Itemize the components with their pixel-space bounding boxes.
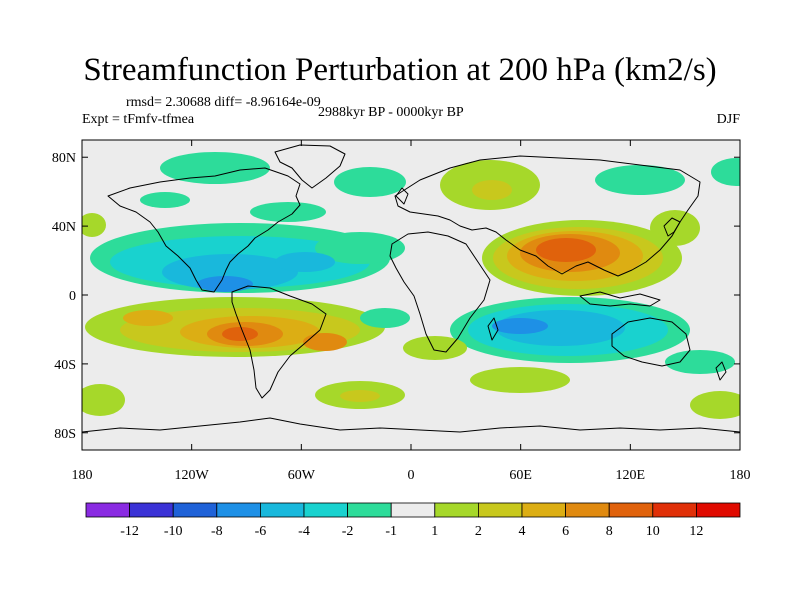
colorbar-label-13: 12	[689, 524, 703, 539]
contour-arctic-green-3	[595, 165, 685, 195]
colorbar-label-1: -10	[164, 524, 183, 539]
contour-satl-neg	[360, 308, 410, 328]
coast-antarctica	[82, 417, 740, 433]
experiment-label: Expt = tFmfv-tfmea	[82, 112, 195, 127]
colorbar-label-12: 10	[646, 524, 660, 539]
contour-fill-layer	[82, 152, 740, 419]
coastline-layer	[82, 144, 740, 433]
chart-title: Streamfunction Perturbation at 200 hPa (…	[83, 52, 717, 88]
contour-asia-10	[536, 238, 596, 262]
lat-tick-label-4: 80S	[54, 427, 76, 442]
colorbar-box-9	[477, 502, 523, 518]
colorbar-box-14	[696, 502, 741, 518]
colorbar-label-10: 6	[562, 524, 569, 539]
lon-tick-label-5: 120E	[616, 468, 646, 483]
lon-tick-label-0: 180	[72, 468, 93, 483]
colorbar-label-0: -12	[120, 524, 139, 539]
contour-arctic-green-1	[160, 152, 270, 184]
contour-spac-west-6	[123, 310, 173, 326]
colorbar-box-1	[129, 502, 174, 518]
colorbar-box-8	[434, 502, 479, 518]
coast-australia	[611, 317, 691, 367]
coast-uk	[395, 187, 409, 205]
lat-tick-label-3: 40S	[54, 358, 76, 373]
contour-npac-neg-4	[162, 254, 298, 290]
colorbar-box-13	[652, 502, 697, 518]
lon-tick-label-1: 120W	[175, 468, 210, 483]
contour-southern-yellowgreen-3	[690, 391, 740, 419]
coast-south-america	[231, 285, 327, 399]
lon-tick-label-3: 0	[408, 468, 415, 483]
rmsd-diff-stats: rmsd= 2.30688 diff= -8.96164e-09	[126, 95, 321, 110]
colorbar-label-2: -8	[211, 524, 223, 539]
colorbar: -12 -10 -8 -6 -4 -2 -1 1 2 4 6 8 10 12	[85, 502, 741, 539]
contour-spac-10	[222, 327, 258, 341]
contour-arctic-green-2	[334, 167, 406, 197]
coast-north-america	[107, 167, 301, 293]
coast-africa	[389, 231, 491, 353]
coast-new-zealand	[715, 361, 727, 381]
colorbar-label-4: -4	[298, 524, 310, 539]
contour-safr-yellowgreen	[403, 336, 467, 360]
colorbar-box-7	[390, 502, 436, 518]
contour-indo-neg-6	[492, 318, 548, 334]
colorbar-box-6	[347, 502, 392, 518]
contour-epac-neg	[665, 350, 735, 374]
coast-japan	[663, 217, 681, 237]
colorbar-label-9: 4	[519, 524, 526, 539]
colorbar-label-3: -6	[255, 524, 267, 539]
contour-southern-yellowgreen-4	[82, 384, 125, 416]
period-label: 2988kyr BP - 0000kyr BP	[318, 105, 464, 120]
colorbar-box-12	[608, 502, 654, 518]
colorbar-box-4	[259, 502, 305, 518]
contour-natl-neg	[315, 232, 405, 264]
colorbar-label-5: -2	[342, 524, 354, 539]
colorbar-label-7: 1	[431, 524, 438, 539]
coast-greenland	[274, 144, 346, 189]
latitude-axis: 80N 40N 0 40S 80S	[52, 151, 740, 442]
colorbar-label-11: 8	[606, 524, 613, 539]
colorbar-box-0	[85, 502, 130, 518]
coast-madagascar	[487, 317, 499, 341]
lat-tick-label-0: 80N	[52, 151, 76, 166]
contour-southern-yellowgreen-2	[470, 367, 570, 393]
colorbar-box-11	[565, 502, 610, 518]
lat-tick-label-2: 0	[69, 289, 76, 304]
season-label: DJF	[716, 112, 740, 127]
colorbar-box-2	[172, 502, 218, 518]
coast-eurasia	[394, 155, 701, 277]
longitude-axis: 180 120W 60W 0 60E 120E 180	[72, 140, 751, 483]
contour-npac-neg-core	[197, 276, 253, 292]
contour-alaska-green	[140, 192, 190, 208]
contour-pacific-green	[250, 202, 326, 222]
colorbar-box-5	[303, 502, 348, 518]
contour-arctic-green-4	[711, 158, 740, 186]
contour-eurasia-yellow	[472, 180, 512, 200]
contour-satl-6	[303, 333, 347, 351]
lon-tick-label-2: 60W	[288, 468, 316, 483]
contour-npac-neg-6	[275, 252, 335, 272]
colorbar-box-3	[216, 502, 261, 518]
colorbar-box-10	[521, 502, 566, 518]
coast-indonesia	[579, 291, 661, 307]
lon-tick-label-4: 60E	[509, 468, 532, 483]
lon-tick-label-6: 180	[730, 468, 751, 483]
contour-nw-pacific-yellowgreen-2	[82, 213, 106, 237]
colorbar-label-8: 2	[475, 524, 482, 539]
lat-tick-label-1: 40N	[52, 220, 76, 235]
contour-southern-yellow-1	[340, 390, 380, 402]
colorbar-label-6: -1	[385, 524, 397, 539]
